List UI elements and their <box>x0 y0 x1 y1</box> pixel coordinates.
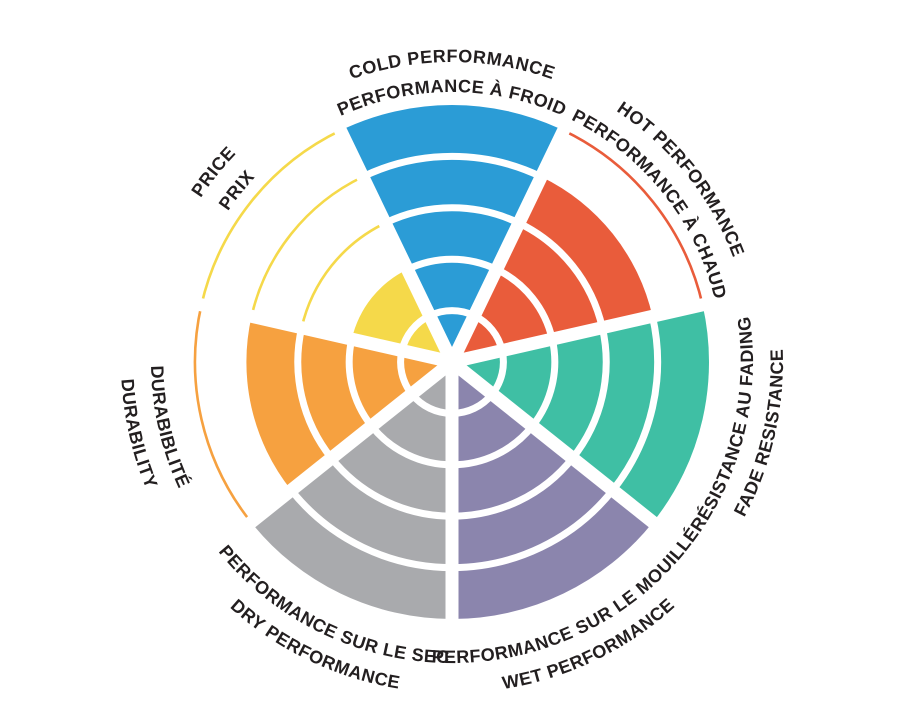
ring-divider-hot-performance-3 <box>517 219 606 329</box>
ring-divider-wet-performance-4 <box>451 488 616 572</box>
segment-gap-spoke-2 <box>447 356 670 538</box>
ring-divider-durability-2 <box>345 338 375 429</box>
segment-gap-spoke-6 <box>327 113 458 365</box>
ring-outline-durability-5 <box>193 304 253 524</box>
ring-divider-fade-resistance-4 <box>610 315 662 493</box>
ring-divider-cold-performance-4 <box>361 152 543 180</box>
segment-gap-spoke-0 <box>446 113 577 365</box>
ring-divider-hot-performance-2 <box>495 266 556 340</box>
segment-gap-spoke-1 <box>450 294 720 369</box>
ring-divider-dry-performance-4 <box>288 488 453 572</box>
ring-divider-dry-performance-2 <box>368 423 453 469</box>
ring-divider-fade-resistance-3 <box>569 326 610 461</box>
segment-wedge-fade-resistance <box>452 304 710 523</box>
ring-divider-durability-3 <box>294 326 335 461</box>
segment-label-en-hot-performance: HOT PERFORMANCE <box>614 98 749 260</box>
segment-wedge-cold-performance <box>340 104 564 363</box>
segment-wedge-dry-performance <box>251 362 452 619</box>
ring-divider-fade-resistance-2 <box>529 338 559 429</box>
ring-divider-wet-performance-3 <box>451 455 576 520</box>
ring-divider-wet-performance-2 <box>451 423 536 469</box>
ring-outline-price-4 <box>250 175 364 317</box>
segment-wedge-wet-performance <box>452 362 653 619</box>
segment-gap-spoke-4 <box>234 356 457 538</box>
ring-divider-dry-performance-3 <box>328 455 453 520</box>
ring-outline-hot-performance-5 <box>562 129 704 306</box>
segment-gap-spoke-5 <box>184 294 454 369</box>
ring-divider-cold-performance-2 <box>405 255 499 273</box>
ring-outline-price-3 <box>300 221 386 328</box>
ring-divider-cold-performance-3 <box>383 204 521 227</box>
sector-gaps-layer <box>184 113 720 635</box>
ring-outline-price-5 <box>200 129 342 306</box>
segment-label-text: HOT PERFORMANCE <box>614 98 748 260</box>
